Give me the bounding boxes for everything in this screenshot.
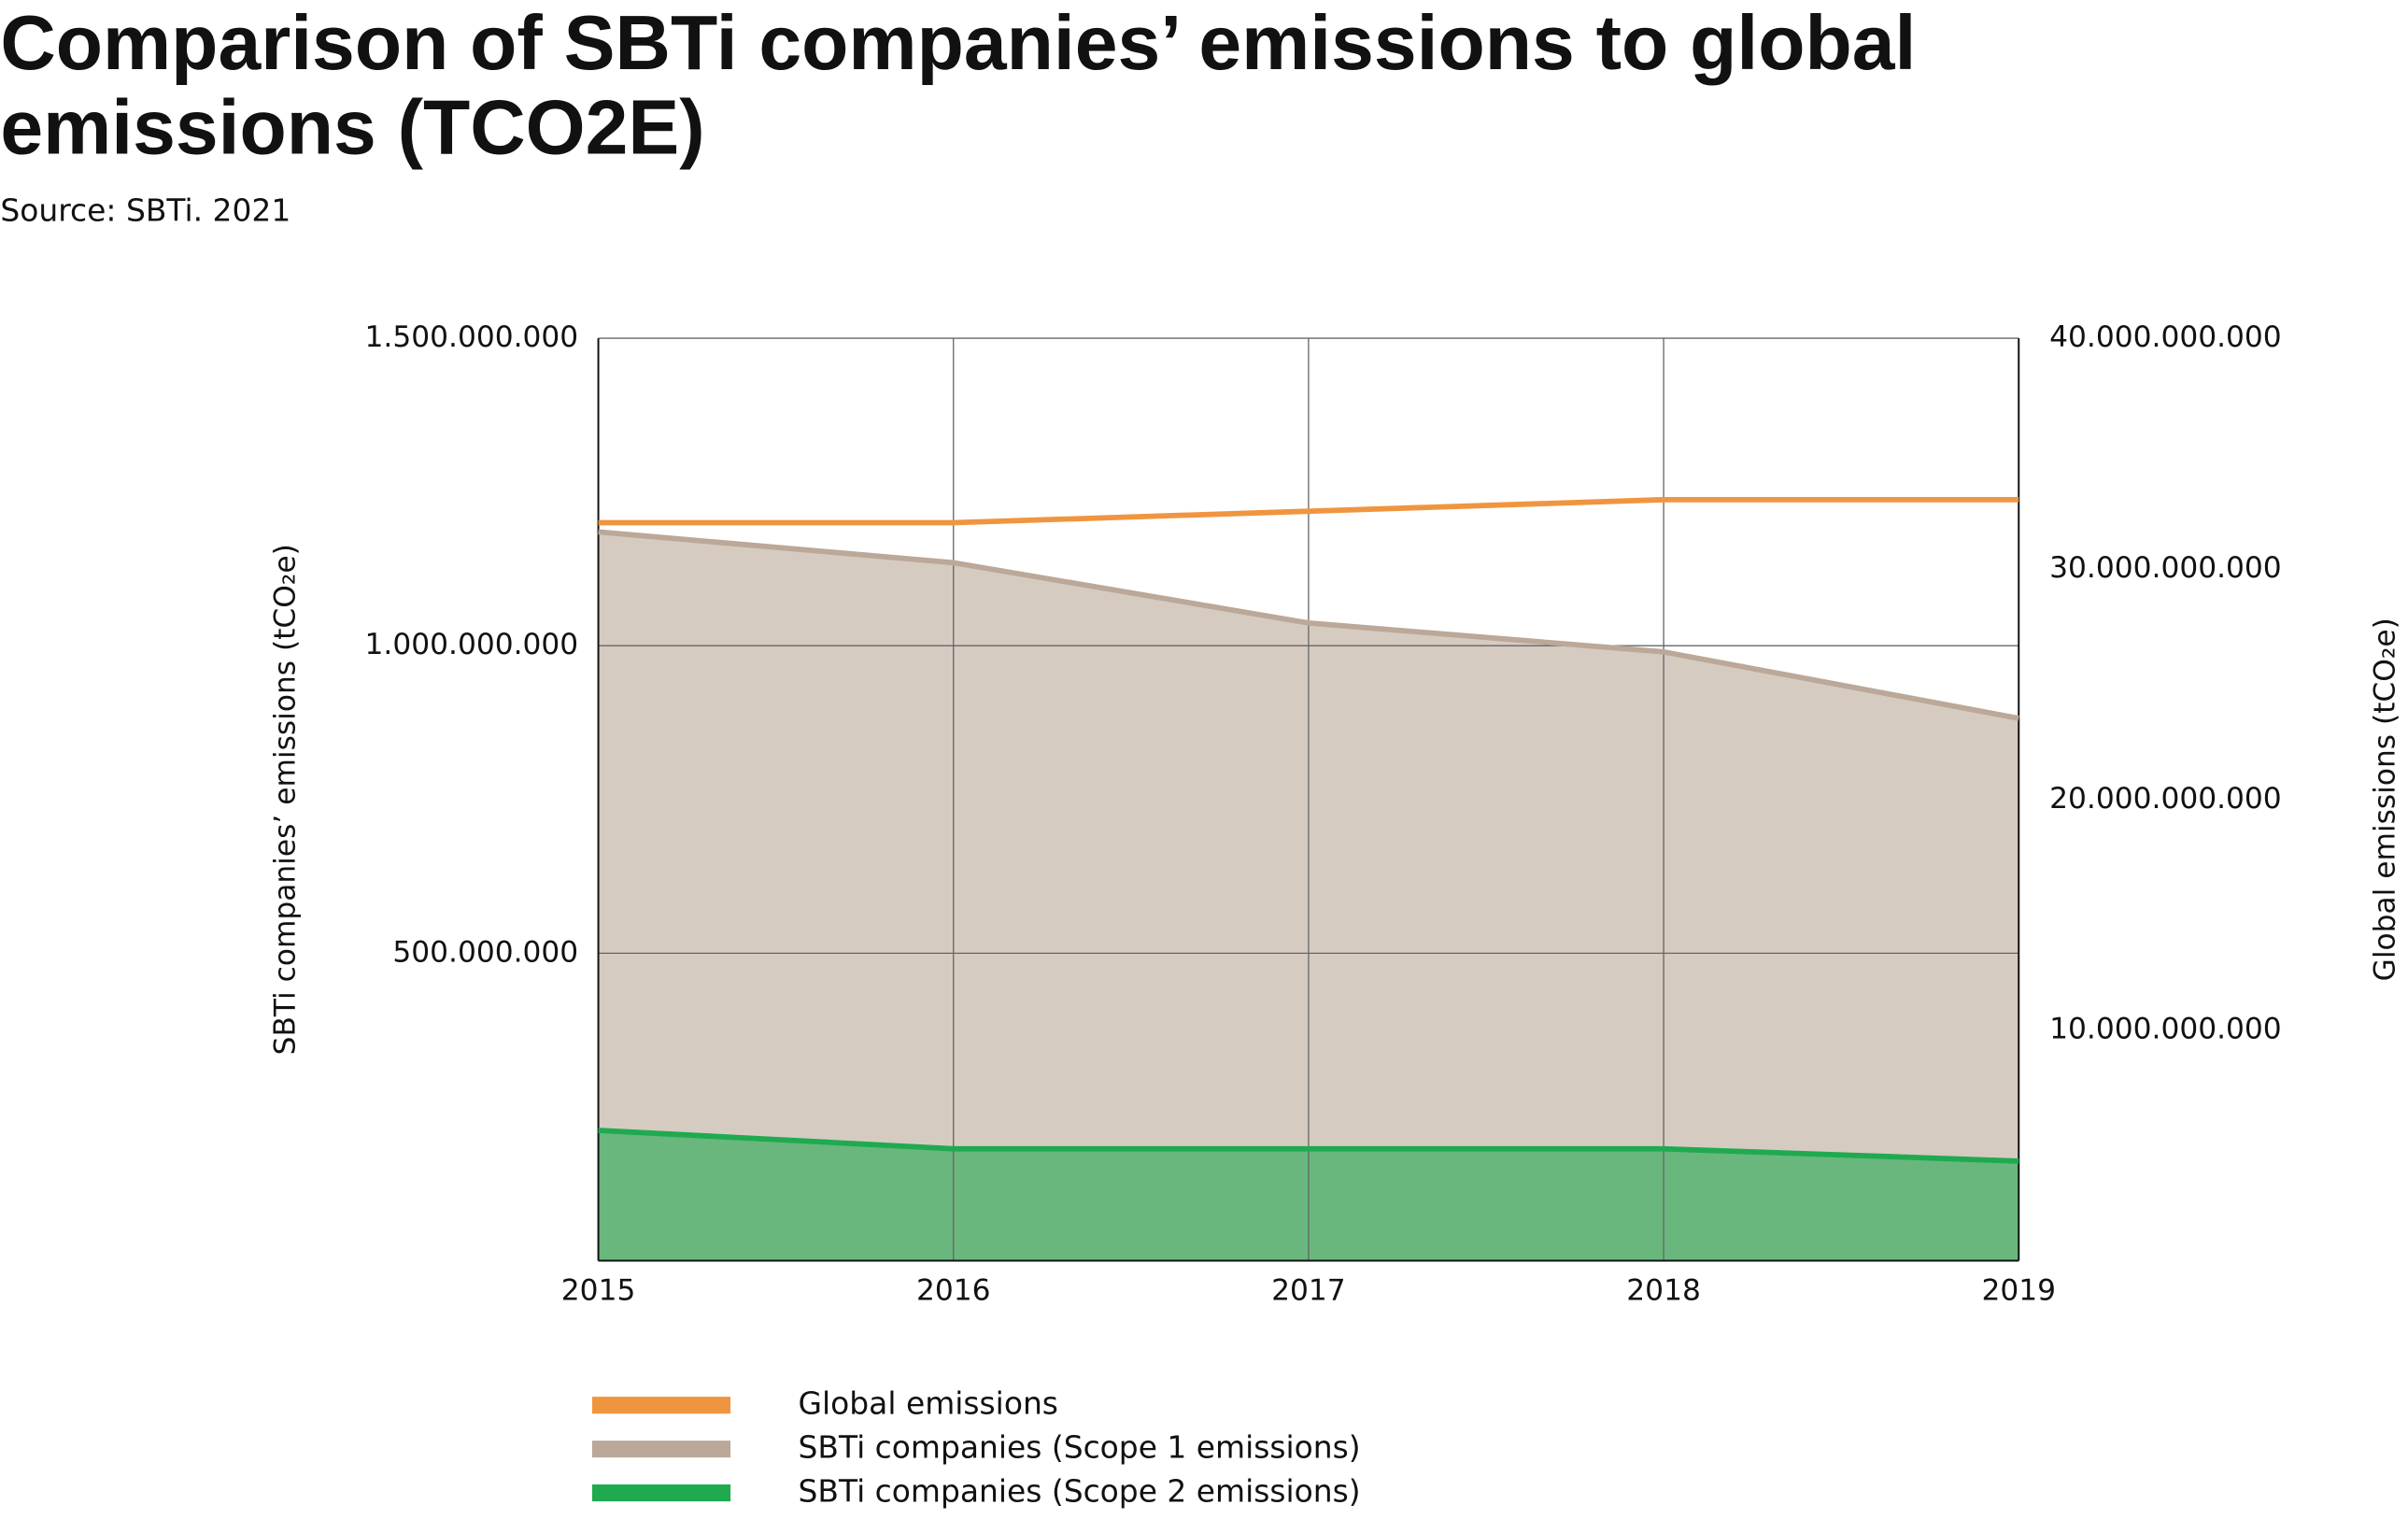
line — [598, 529, 2019, 721]
y2-tick-label: 20.000.000.000 — [2049, 782, 2282, 816]
y-tick-label: 1.500.000.000 — [365, 320, 579, 354]
y-tick-label: 1.000.000.000 — [365, 628, 579, 661]
x-tick-label: 2019 — [1981, 1273, 2056, 1307]
chart-subtitle: Source: SBTi. 2021 — [0, 192, 290, 229]
line — [598, 496, 2019, 526]
x-tick-label: 2016 — [916, 1273, 991, 1307]
y2-tick-label: 40.000.000.000 — [2049, 320, 2282, 354]
y-axis-title: SBTi companies’ emissions (tCO₂e) — [268, 544, 302, 1055]
x-tick-label: 2017 — [1271, 1273, 1346, 1307]
x-tick-label: 2015 — [561, 1273, 636, 1307]
chart-title: emissions (TCO2E) — [0, 86, 704, 171]
legend-label: Global emissions — [799, 1385, 1058, 1422]
line — [598, 1128, 2019, 1164]
y2-tick-label: 30.000.000.000 — [2049, 551, 2282, 585]
legend-label: SBTi companies (Scope 2 emissions) — [799, 1473, 1361, 1510]
y-tick-label: 500.000.000 — [392, 935, 578, 969]
x-tick-label: 2018 — [1626, 1273, 1701, 1307]
chart-title: Comparison of SBTi companies’ emissions … — [0, 1, 1916, 86]
legend-label: SBTi companies (Scope 1 emissions) — [799, 1429, 1361, 1466]
y2-tick-label: 10.000.000.000 — [2049, 1013, 2282, 1046]
y2-axis-title: Global emissions (tCO₂e) — [2369, 618, 2402, 981]
